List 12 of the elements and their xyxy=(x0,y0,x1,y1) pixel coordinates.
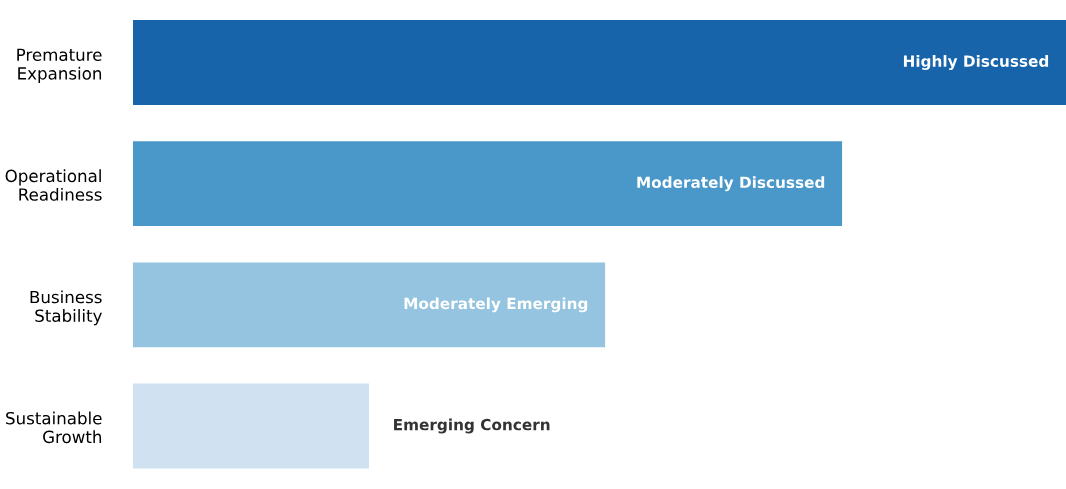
y-tick-label: Premature Expansion xyxy=(17,48,102,83)
bar xyxy=(133,20,1066,105)
bar xyxy=(133,262,606,348)
annotation: Moderately Emerging xyxy=(404,297,588,313)
bar xyxy=(133,141,843,227)
y-tick-label: Business Stability xyxy=(30,290,102,326)
y-tick-label: Operational Readiness xyxy=(5,169,102,201)
annotation: Highly Discussed xyxy=(903,55,1049,70)
bar xyxy=(133,383,370,469)
y-tick-label: Sustainable Growth xyxy=(6,411,102,444)
annotation: Moderately Discussed xyxy=(637,176,825,192)
annotation: Emerging Concern xyxy=(394,418,550,434)
